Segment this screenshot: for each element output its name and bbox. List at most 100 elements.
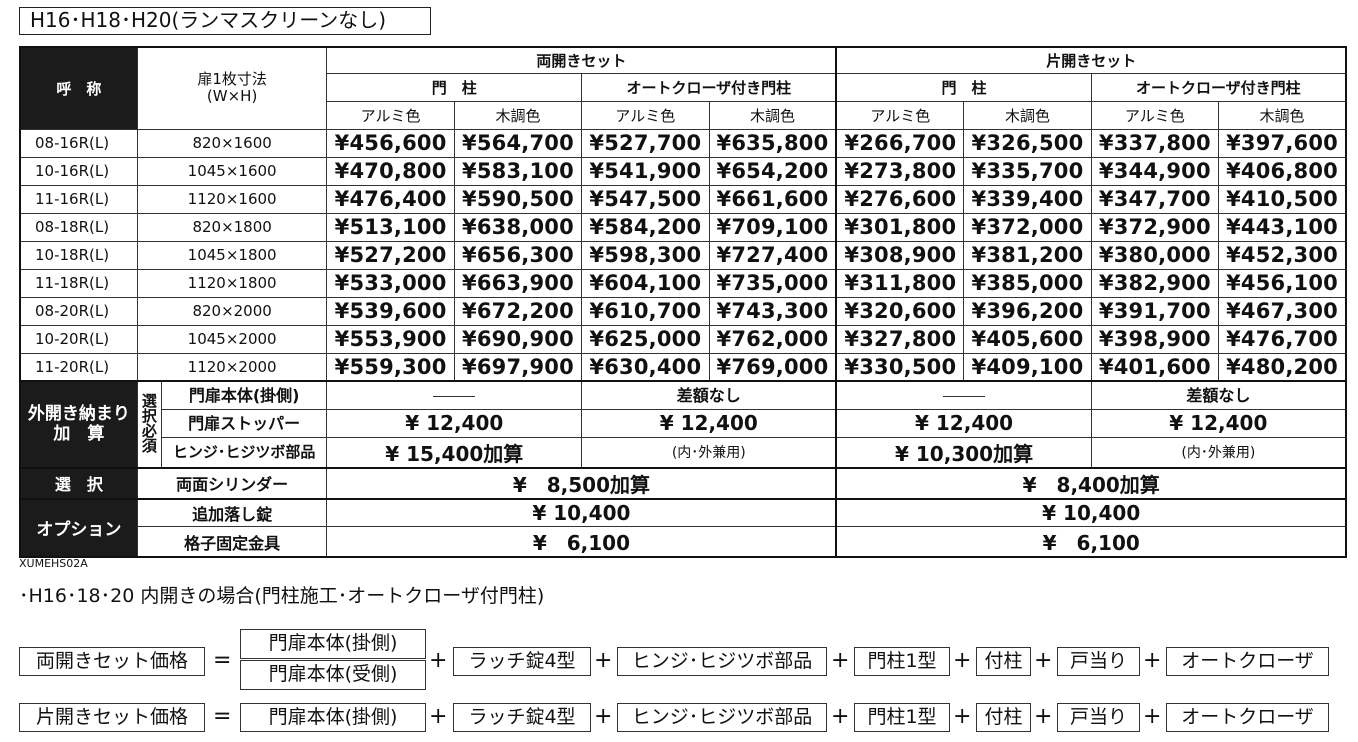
price: ¥398,900 (1090, 324, 1220, 354)
outward-item: 門扉ストッパー (160, 408, 328, 438)
plus-sign: + (831, 648, 850, 673)
price: ¥709,100 (708, 212, 837, 242)
outward-single-auto-2: (内･外兼用) (1090, 436, 1347, 468)
select-label: 選 択 (19, 466, 138, 499)
price: ¥476,700 (1218, 324, 1347, 354)
price: ¥527,200 (326, 240, 455, 270)
price: ¥735,000 (708, 268, 837, 298)
price: ¥330,500 (835, 352, 965, 382)
option-double: ¥ 6,100 (326, 526, 837, 558)
price: ¥380,000 (1090, 240, 1220, 270)
price: ¥405,600 (963, 324, 1092, 354)
option-double: ¥ 10,400 (326, 497, 837, 527)
header-auto-post: オートクローザ付き門柱 (581, 72, 837, 102)
gate-hang-box: 門扉本体(掛側) (240, 703, 426, 732)
price: ¥541,900 (581, 156, 710, 186)
tsukebashira-box: 付柱 (976, 647, 1031, 676)
outward-double-auto-0: 差額なし (581, 380, 837, 410)
price: ¥337,800 (1090, 128, 1220, 158)
row-name: 08-16R(L) (19, 128, 138, 158)
header-name: 呼 称 (19, 46, 138, 130)
hinge-box: ヒンジ･ヒジツボ部品 (617, 703, 827, 732)
price: ¥727,400 (708, 240, 837, 270)
outward-double-auto-2: (内･外兼用) (581, 436, 837, 468)
header-wood: 木調色 (1218, 100, 1347, 130)
price: ¥697,900 (453, 352, 583, 382)
select-double: ¥ 8,500加算 (326, 466, 837, 499)
price: ¥443,100 (1218, 212, 1347, 242)
table-row: 08-16R(L) 820×1600 ¥456,600 ¥564,700 ¥527,70… (19, 128, 1347, 158)
outward-single-post-0 (835, 380, 1092, 410)
plus-sign: + (1143, 704, 1162, 729)
header-post: 門 柱 (835, 72, 1092, 102)
header-size: 扉1枚寸法 (W×H) (136, 46, 328, 130)
price: ¥553,900 (326, 324, 455, 354)
inward-note: ･H16･18･20 内開きの場合(門柱施工･オートクローザ付門柱) (19, 585, 545, 607)
price: ¥410,500 (1218, 184, 1347, 214)
price: ¥654,200 (708, 156, 837, 186)
table-row: 10-16R(L) 1045×1600 ¥470,800 ¥583,100 ¥541,9… (19, 156, 1347, 186)
select-item: 両面シリンダー (136, 466, 328, 499)
outward-double-post-0 (326, 380, 583, 410)
plus-sign: + (953, 704, 972, 729)
price: ¥769,000 (708, 352, 837, 382)
equals-sign: = (213, 704, 232, 729)
price: ¥656,300 (453, 240, 583, 270)
row-name: 10-20R(L) (19, 324, 138, 354)
header-alumi: アルミ色 (1090, 100, 1220, 130)
row-name: 11-20R(L) (19, 352, 138, 382)
price: ¥661,600 (708, 184, 837, 214)
outward-single-post-1: ¥ 12,400 (835, 408, 1092, 438)
price: ¥391,700 (1090, 296, 1220, 326)
outward-double-auto-1: ¥ 12,400 (581, 408, 837, 438)
option-single: ¥ 6,100 (835, 526, 1347, 558)
outward-label: 外開き納まり 加 算 (19, 380, 138, 468)
price: ¥385,000 (963, 268, 1092, 298)
outward-single-auto-1: ¥ 12,400 (1090, 408, 1347, 438)
plus-sign: + (594, 704, 613, 729)
row-name: 11-18R(L) (19, 268, 138, 298)
price-table: 呼 称 扉1枚寸法 (W×H) 両開きセット 片開きセット 門 柱 オートクロー… (19, 46, 1347, 558)
plus-sign: + (831, 704, 850, 729)
price: ¥610,700 (581, 296, 710, 326)
option-item: 格子固定金具 (136, 526, 328, 558)
price: ¥539,600 (326, 296, 455, 326)
price: ¥326,500 (963, 128, 1092, 158)
price: ¥590,500 (453, 184, 583, 214)
price: ¥638,000 (453, 212, 583, 242)
price: ¥467,300 (1218, 296, 1347, 326)
price: ¥690,900 (453, 324, 583, 354)
price: ¥327,800 (835, 324, 965, 354)
latch-box: ラッチ錠4型 (453, 703, 591, 732)
table-row: 11-20R(L) 1120×2000 ¥559,300 ¥697,900 ¥630,4… (19, 352, 1347, 382)
row-size: 1045×1600 (136, 156, 328, 186)
option-single: ¥ 10,400 (835, 497, 1347, 527)
post-box: 門柱1型 (854, 647, 950, 676)
outward-single-post-2: ¥ 10,300加算 (835, 436, 1092, 468)
row-size: 1120×1600 (136, 184, 328, 214)
price: ¥513,100 (326, 212, 455, 242)
header-alumi: アルミ色 (581, 100, 710, 130)
price: ¥372,000 (963, 212, 1092, 242)
price: ¥409,100 (963, 352, 1092, 382)
hinge-box: ヒンジ･ヒジツボ部品 (617, 647, 827, 676)
plus-sign: + (429, 704, 448, 729)
price: ¥347,700 (1090, 184, 1220, 214)
price: ¥743,300 (708, 296, 837, 326)
price: ¥630,400 (581, 352, 710, 382)
outward-single-auto-0: 差額なし (1090, 380, 1347, 410)
price: ¥663,900 (453, 268, 583, 298)
price: ¥335,700 (963, 156, 1092, 186)
table-row: 08-18R(L) 820×1800 ¥513,100 ¥638,000 ¥584,20… (19, 212, 1347, 242)
plus-sign: + (594, 648, 613, 673)
price: ¥598,300 (581, 240, 710, 270)
gate-recv-box: 門扉本体(受側) (240, 660, 426, 690)
price: ¥564,700 (453, 128, 583, 158)
option-item: 追加落し錠 (136, 497, 328, 527)
row-name: 10-18R(L) (19, 240, 138, 270)
table-row: 11-16R(L) 1120×1600 ¥476,400 ¥590,500 ¥547,5… (19, 184, 1347, 214)
outward-double-post-2: ¥ 15,400加算 (326, 436, 583, 468)
price: ¥480,200 (1218, 352, 1347, 382)
price: ¥527,700 (581, 128, 710, 158)
row-size: 820×2000 (136, 296, 328, 326)
